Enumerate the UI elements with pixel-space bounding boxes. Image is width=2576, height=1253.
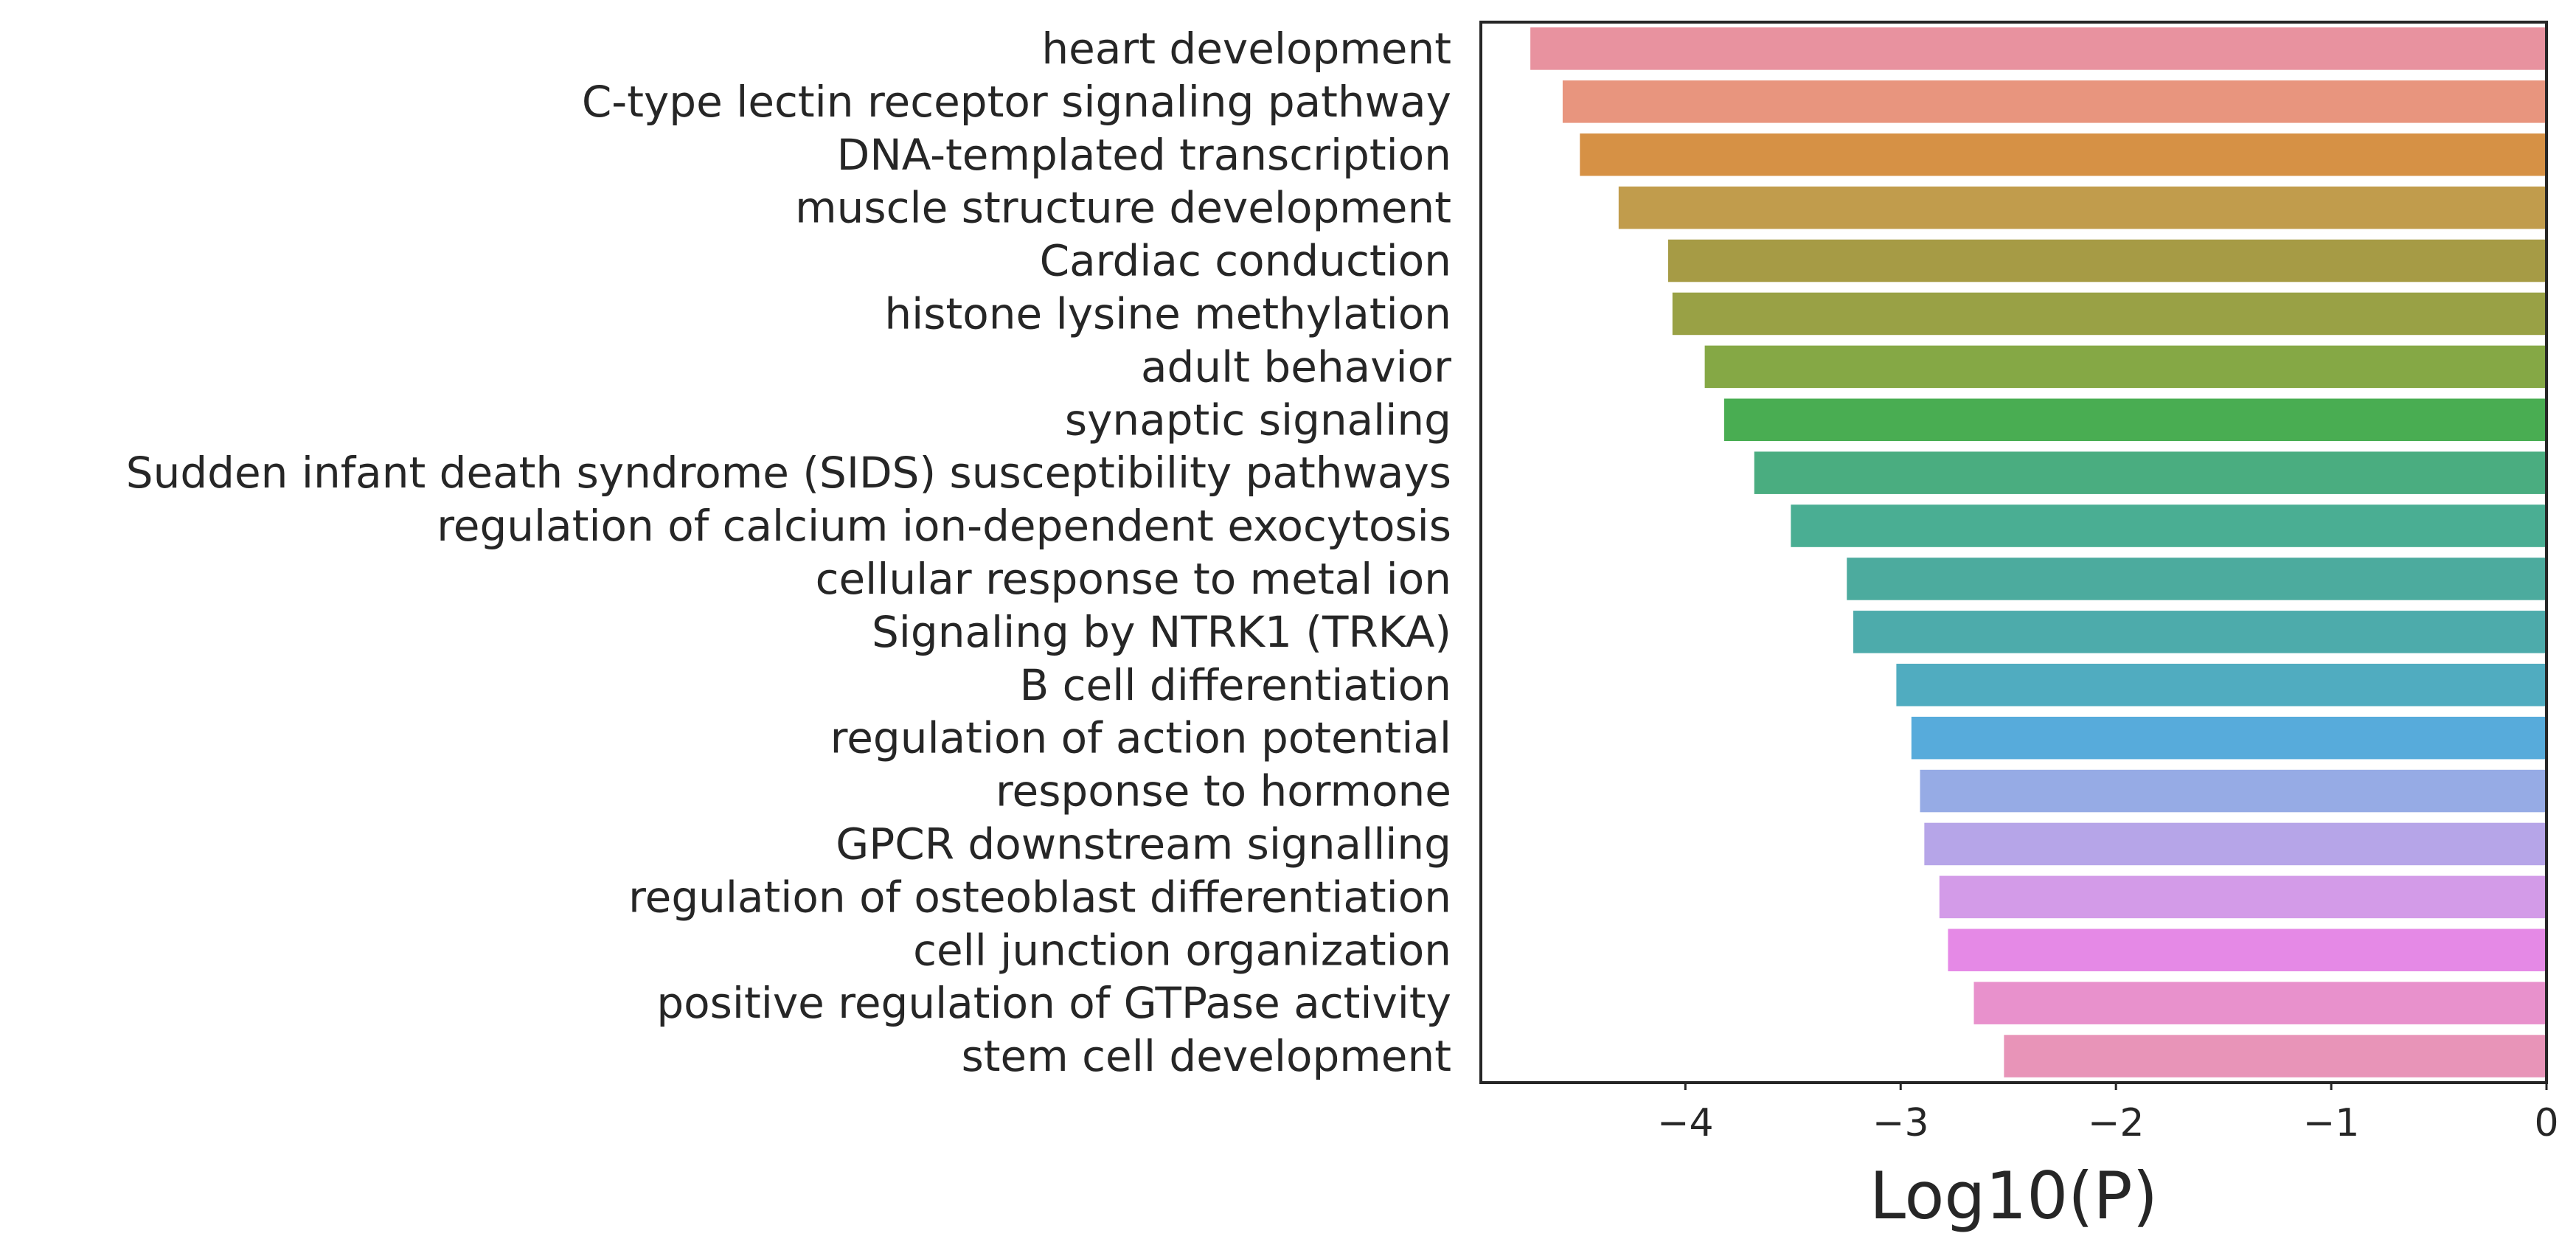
x-tick-label: −1: [2303, 1101, 2360, 1145]
bar: [1939, 875, 2547, 919]
category-label: regulation of action potential: [830, 713, 1451, 763]
bar: [1667, 239, 2547, 282]
bar: [1672, 292, 2547, 336]
x-axis-title: Log10(P): [1869, 1158, 2158, 1234]
bar: [1754, 451, 2547, 494]
bar: [1948, 929, 2547, 972]
category-label: B cell differentiation: [1019, 660, 1451, 710]
category-label: GPCR downstream signalling: [836, 819, 1451, 869]
bar: [1704, 345, 2547, 389]
plot-frame: [1479, 21, 2548, 1084]
bar: [1618, 186, 2547, 229]
x-tick-label: −3: [1872, 1101, 1929, 1145]
category-label: Signaling by NTRK1 (TRKA): [872, 607, 1451, 657]
bar: [1723, 398, 2547, 442]
category-label: stem cell development: [962, 1031, 1451, 1081]
bar: [1562, 80, 2547, 123]
bar: [1973, 982, 2547, 1024]
category-label: response to hormone: [996, 766, 1451, 816]
category-label: synaptic signaling: [1065, 395, 1451, 445]
bar: [1791, 504, 2547, 547]
category-label: positive regulation of GTPase activity: [656, 978, 1451, 1028]
category-label: histone lysine methylation: [884, 288, 1451, 339]
bar: [1920, 769, 2547, 813]
category-label: cellular response to metal ion: [816, 554, 1451, 604]
category-label: adult behavior: [1141, 341, 1451, 392]
category-label: C-type lectin receptor signaling pathway: [582, 77, 1451, 127]
x-tick-label: −2: [2088, 1101, 2145, 1145]
bar: [2004, 1035, 2547, 1077]
x-tick-label: 0: [2534, 1101, 2558, 1145]
bar: [1853, 611, 2547, 653]
bar: [1896, 663, 2547, 707]
category-label: muscle structure development: [795, 183, 1451, 233]
bar: [1847, 558, 2547, 600]
category-label: Sudden infant death syndrome (SIDS) susc…: [126, 448, 1451, 498]
bar: [1580, 133, 2547, 176]
category-label: cell junction organization: [913, 925, 1451, 975]
bar: [1530, 27, 2547, 70]
bar: [1924, 822, 2547, 866]
category-label: regulation of osteoblast differentiation: [628, 872, 1451, 922]
category-label: DNA-templated transcription: [837, 130, 1451, 180]
x-tick-label: −4: [1657, 1101, 1714, 1145]
category-label: regulation of calcium ion-dependent exoc…: [437, 501, 1451, 551]
bar: [1911, 716, 2547, 760]
category-label: Cardiac conduction: [1040, 236, 1451, 286]
bars-group: [1530, 27, 2547, 1077]
category-label: heart development: [1041, 24, 1451, 74]
x-axis-ticks: −4 −3 −2 −1 0: [1657, 1083, 2559, 1145]
